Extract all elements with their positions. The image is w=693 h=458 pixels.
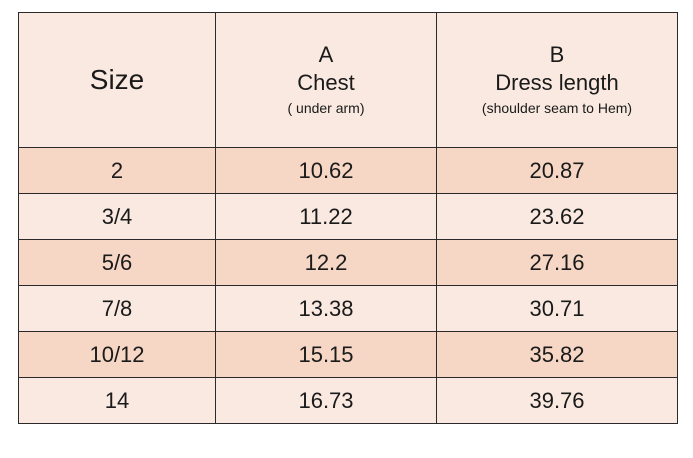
header-cell: B Dress length (shoulder seam to Hem)	[436, 12, 678, 148]
size-table: Size A Chest ( under arm) B Dress length…	[18, 12, 678, 424]
header-row: Size A Chest ( under arm) B Dress length…	[18, 12, 678, 148]
table-row: 5/6 12.2 27.16	[18, 239, 678, 286]
size-cell: 7/8	[18, 285, 216, 332]
column-letter: A	[318, 42, 334, 67]
table-row: 10/12 15.15 35.82	[18, 331, 678, 378]
size-cell: 14	[18, 377, 216, 424]
length-cell: 30.71	[436, 285, 678, 332]
length-cell: 35.82	[436, 331, 678, 378]
length-cell: 23.62	[436, 193, 678, 240]
column-note: (shoulder seam to Hem)	[481, 100, 633, 116]
length-cell: 27.16	[436, 239, 678, 286]
chest-cell: 12.2	[215, 239, 437, 286]
column-title: Dress length	[495, 70, 619, 95]
size-cell: 10/12	[18, 331, 216, 378]
column-letter: B	[549, 42, 565, 67]
table-row: 7/8 13.38 30.71	[18, 285, 678, 332]
column-title: Chest	[297, 70, 355, 95]
header-cell: Size	[18, 12, 216, 148]
chest-cell: 10.62	[215, 147, 437, 194]
chest-cell: 16.73	[215, 377, 437, 424]
length-cell: 39.76	[436, 377, 678, 424]
length-cell: 20.87	[436, 147, 678, 194]
size-cell: 5/6	[18, 239, 216, 286]
size-cell: 2	[18, 147, 216, 194]
chest-cell: 11.22	[215, 193, 437, 240]
chest-cell: 13.38	[215, 285, 437, 332]
size-cell: 3/4	[18, 193, 216, 240]
table-body: Size A Chest ( under arm) B Dress length…	[18, 12, 678, 424]
table-row: 3/4 11.22 23.62	[18, 193, 678, 240]
table-row: 2 10.62 20.87	[18, 147, 678, 194]
size-header: Size	[89, 64, 145, 95]
column-note: ( under arm)	[287, 100, 365, 116]
chest-cell: 15.15	[215, 331, 437, 378]
size-chart: Size A Chest ( under arm) B Dress length…	[18, 12, 678, 424]
header-cell: A Chest ( under arm)	[215, 12, 437, 148]
table-row: 14 16.73 39.76	[18, 377, 678, 424]
